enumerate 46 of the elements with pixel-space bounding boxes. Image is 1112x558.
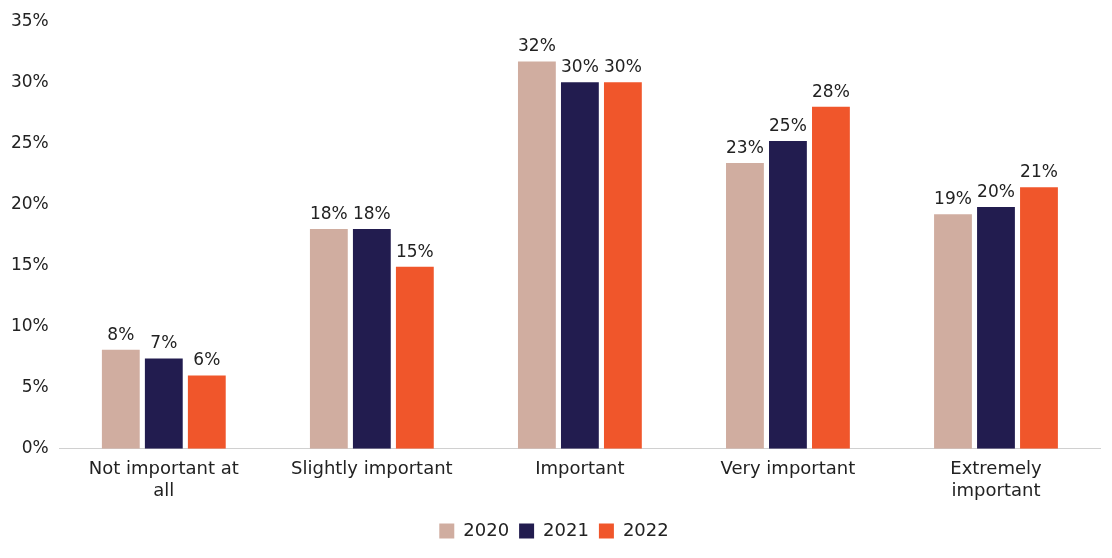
x-tick-label: Very important [720, 457, 856, 479]
x-tick-label: Extremely important [950, 457, 1043, 500]
bar [517, 61, 556, 449]
data-label: 28% [812, 80, 850, 101]
y-tick-label: 0% [21, 437, 49, 458]
legend-label: 2020 [463, 518, 510, 540]
bar [812, 106, 850, 449]
bar [1020, 187, 1058, 449]
data-label: 32% [518, 35, 556, 56]
y-tick-label: 10% [10, 315, 49, 336]
bar [187, 375, 226, 449]
data-label: 18% [309, 202, 348, 223]
legend-label: 2021 [543, 518, 589, 540]
bar [309, 228, 348, 449]
x-tick-label: Slightly important [291, 457, 453, 479]
legend-label: 2022 [622, 518, 669, 540]
x-tick-label: Not important at all [88, 457, 239, 500]
data-label: 8% [107, 323, 135, 344]
data-label: 18% [352, 202, 391, 223]
data-label: 19% [934, 188, 972, 209]
bar [726, 162, 764, 449]
bar [101, 349, 140, 449]
bar [769, 140, 807, 449]
data-label: 6% [193, 349, 221, 370]
y-tick-label: 5% [21, 376, 49, 397]
data-label: 15% [395, 240, 434, 261]
y-tick-label: 15% [10, 253, 49, 274]
y-tick-label: 30% [10, 70, 49, 91]
bar [144, 358, 183, 449]
bar [395, 266, 434, 449]
bar [934, 214, 972, 449]
data-label: 30% [560, 56, 599, 77]
data-label: 25% [769, 114, 807, 135]
bar [977, 206, 1015, 449]
y-tick-label: 20% [10, 192, 49, 213]
x-tick-label: Important [535, 457, 625, 479]
data-label: 21% [1020, 161, 1058, 182]
data-label: 20% [977, 180, 1015, 201]
y-tick-label: 35% [10, 9, 49, 30]
bar [352, 228, 391, 449]
bar [560, 82, 599, 449]
data-label: 23% [726, 136, 764, 157]
bar [603, 82, 642, 449]
data-label: 7% [150, 332, 178, 353]
y-tick-label: 25% [10, 131, 49, 152]
data-label: 30% [603, 56, 642, 77]
